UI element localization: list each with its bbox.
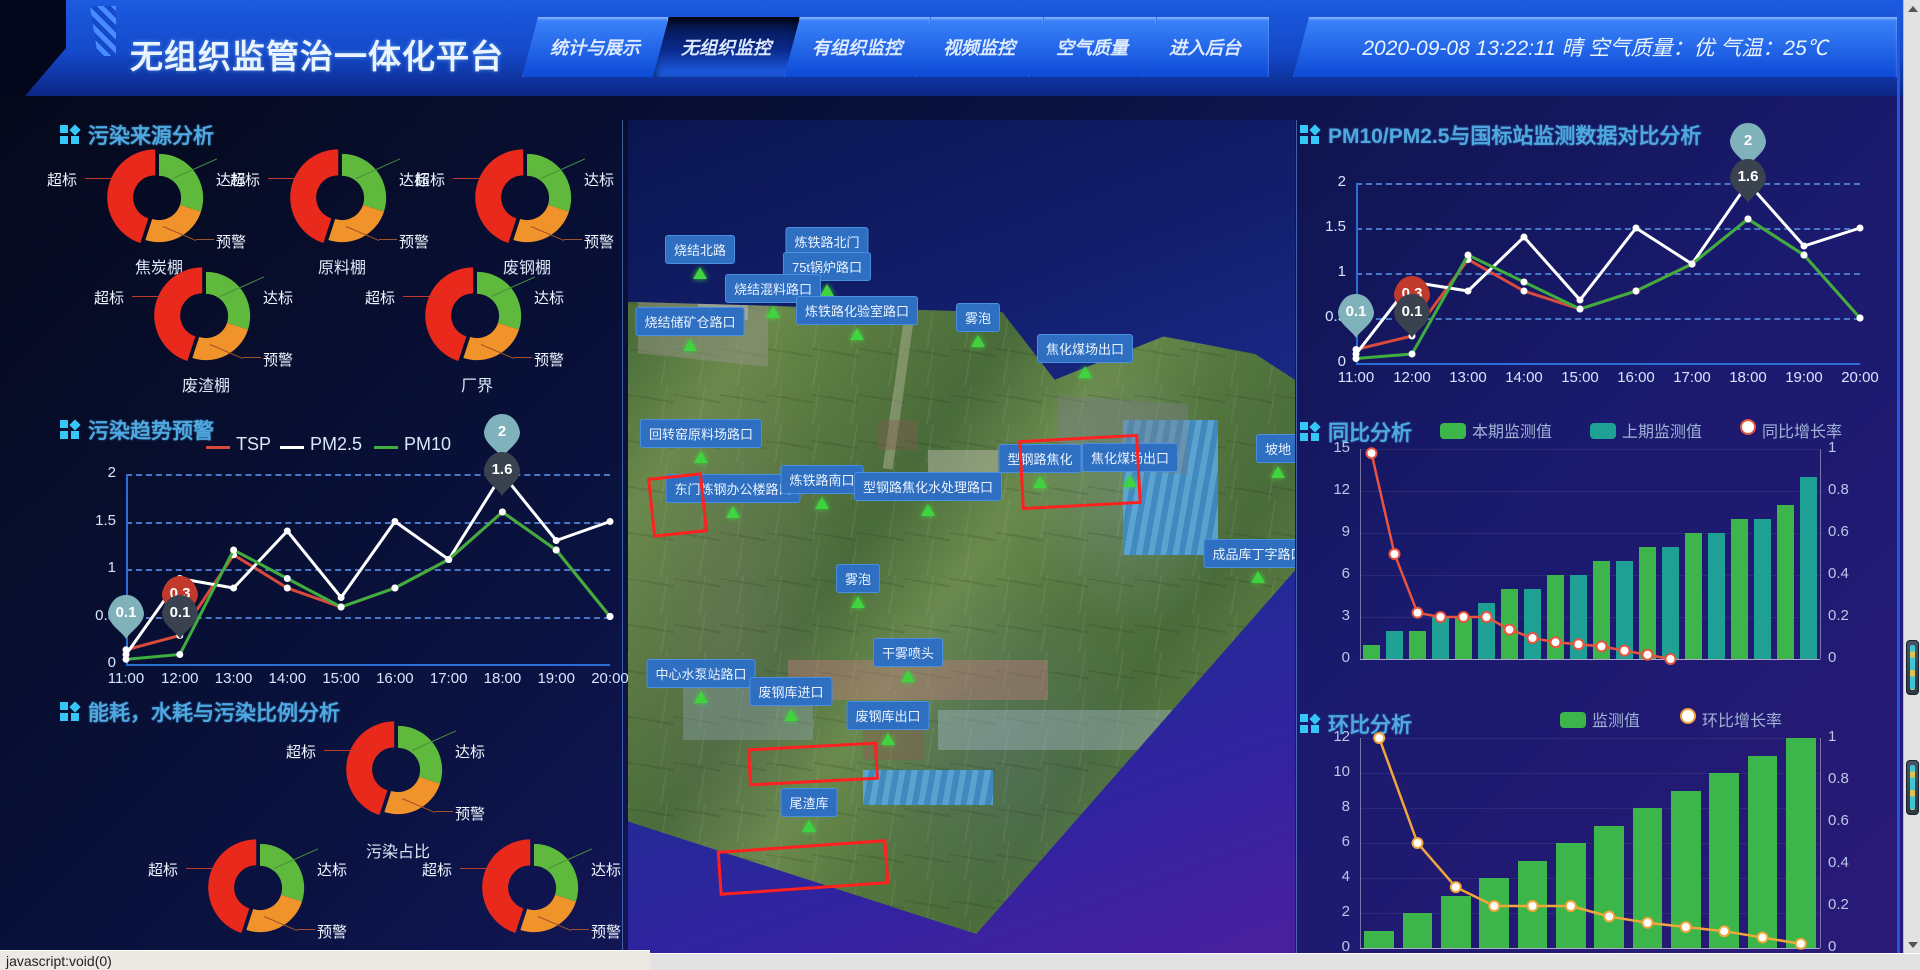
- svg-text:0.1: 0.1: [1402, 303, 1423, 320]
- svg-text:1.6: 1.6: [492, 461, 513, 478]
- svg-text:2: 2: [498, 423, 506, 440]
- svg-text:2: 2: [1744, 132, 1752, 149]
- svg-text:0.1: 0.1: [1346, 303, 1367, 320]
- svg-text:0.1: 0.1: [116, 604, 137, 621]
- svg-text:0.1: 0.1: [169, 604, 190, 621]
- svg-text:1.6: 1.6: [1738, 168, 1759, 185]
